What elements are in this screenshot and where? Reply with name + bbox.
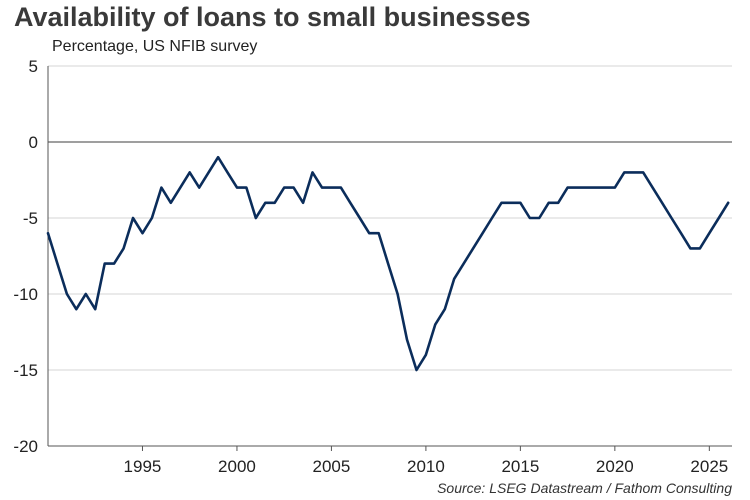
x-tick-label: 2025	[690, 457, 728, 476]
x-tick-label: 2020	[596, 457, 634, 476]
y-tick-label: -5	[23, 209, 38, 228]
y-tick-label: -20	[13, 437, 38, 456]
source-note: Source: LSEG Datastream / Fathom Consult…	[437, 480, 732, 496]
x-tick-label: 2005	[313, 457, 351, 476]
y-tick-label: -10	[13, 285, 38, 304]
x-tick-label: 2000	[218, 457, 256, 476]
x-tick-label: 2015	[501, 457, 539, 476]
series-line	[46, 155, 730, 372]
x-tick-label: 1995	[124, 457, 162, 476]
x-tick-label: 2010	[407, 457, 445, 476]
y-tick-label: -15	[13, 361, 38, 380]
chart-subtitle: Percentage, US NFIB survey	[52, 38, 258, 55]
y-tick-label: 5	[29, 57, 38, 76]
chart-title: Availability of loans to small businesse…	[14, 2, 531, 32]
y-tick-label: 0	[29, 133, 38, 152]
